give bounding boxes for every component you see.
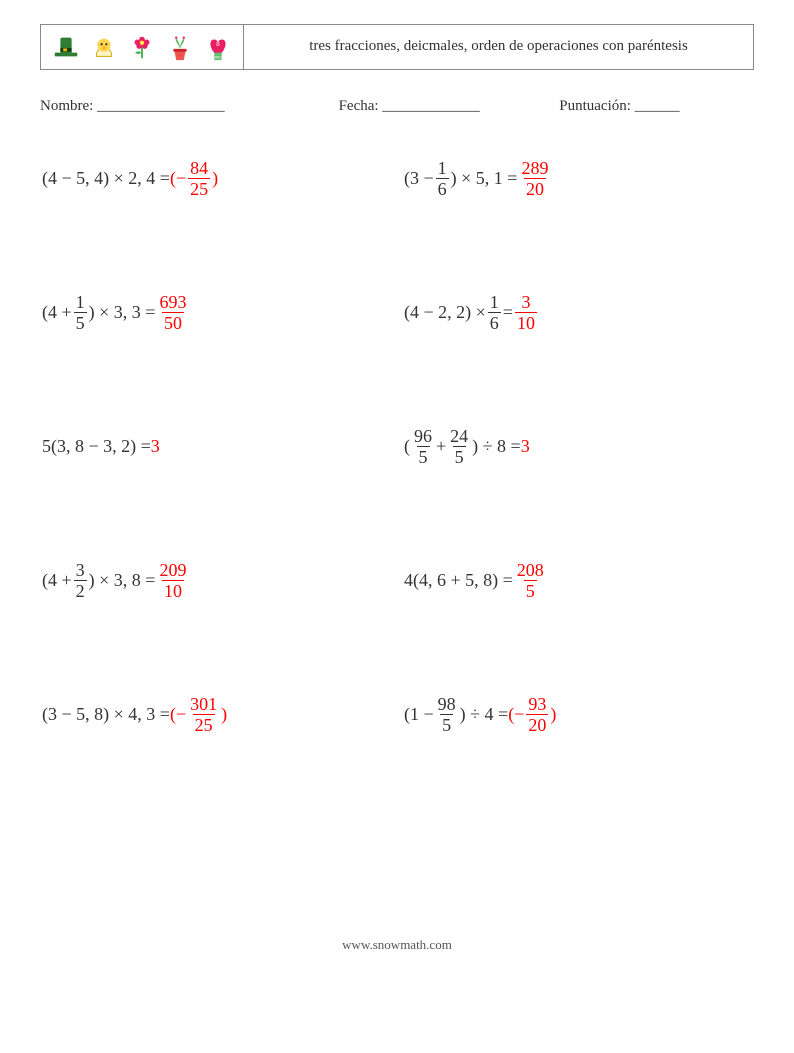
problem-expression: (965 + 245) ÷ 8 = 3 (404, 427, 530, 466)
info-fields: Nombre: _________________ Fecha: _______… (40, 98, 754, 115)
problem-answer: 69350 (155, 293, 190, 332)
problem-answer: (−9320) (508, 695, 556, 734)
score-field: Puntuación: ______ (559, 98, 754, 115)
problem-answer: (−8425) (170, 159, 218, 198)
problem-10: (1 − 985) ÷ 4 = (−9320) (402, 691, 754, 737)
flower-icon (127, 32, 157, 62)
problem-expression: 5(3, 8 − 3, 2) = 3 (42, 436, 160, 457)
problem-8: 4(4, 6 + 5, 8) = 2085 (402, 557, 754, 603)
date-field: Fecha: _____________ (339, 98, 560, 115)
problem-expression: (4 + 15) × 3, 3 = 69350 (42, 293, 190, 332)
problem-expression: (1 − 985) ÷ 4 = (−9320) (404, 695, 556, 734)
problem-answer: 310 (513, 293, 539, 332)
plant-pot-icon (165, 32, 195, 62)
problem-5: 5(3, 8 − 3, 2) = 3 (40, 423, 392, 469)
worksheet-title: tres fracciones, deicmales, orden de ope… (244, 25, 753, 69)
problem-expression: (4 − 5, 4) × 2, 4 = (−8425) (42, 159, 218, 198)
problem-answer: (−30125) (170, 695, 227, 734)
problem-expression: (3 − 5, 8) × 4, 3 = (−30125) (42, 695, 227, 734)
problem-expression: 4(4, 6 + 5, 8) = 2085 (404, 561, 548, 600)
problem-4: (4 − 2, 2) × 16 = 310 (402, 289, 754, 335)
problem-expression: (4 − 2, 2) × 16 = 310 (404, 293, 539, 332)
header-bar: 8 MARCH tres fracciones, deicmales, orde… (40, 24, 754, 70)
problem-expression: (3 − 16) × 5, 1 = 28920 (404, 159, 552, 198)
problem-9: (3 − 5, 8) × 4, 3 = (−30125) (40, 691, 392, 737)
problem-answer: 3 (521, 436, 530, 457)
problem-expression: (4 + 32) × 3, 8 = 20910 (42, 561, 190, 600)
problem-grid: (4 − 5, 4) × 2, 4 = (−8425) (3 − 16) × 5,… (40, 125, 754, 777)
problem-answer: 28920 (517, 159, 552, 198)
problem-answer: 20910 (155, 561, 190, 600)
heart-icon: 8 MARCH (203, 32, 233, 62)
problem-3: (4 + 15) × 3, 3 = 69350 (40, 289, 392, 335)
problem-6: (965 + 245) ÷ 8 = 3 (402, 423, 754, 469)
hat-icon (51, 32, 81, 62)
worksheet-page: 8 MARCH tres fracciones, deicmales, orde… (0, 0, 794, 963)
svg-text:MARCH: MARCH (212, 56, 224, 60)
svg-text:8: 8 (216, 41, 220, 48)
problem-7: (4 + 32) × 3, 8 = 20910 (40, 557, 392, 603)
footer-text: www.snowmath.com (40, 937, 754, 953)
problem-answer: 3 (151, 436, 160, 457)
header-icon-row: 8 MARCH (41, 25, 244, 69)
problem-answer: 2085 (513, 561, 548, 600)
problem-1: (4 − 5, 4) × 2, 4 = (−8425) (40, 155, 392, 201)
problem-2: (3 − 16) × 5, 1 = 28920 (402, 155, 754, 201)
chick-icon (89, 32, 119, 62)
name-field: Nombre: _________________ (40, 98, 339, 115)
